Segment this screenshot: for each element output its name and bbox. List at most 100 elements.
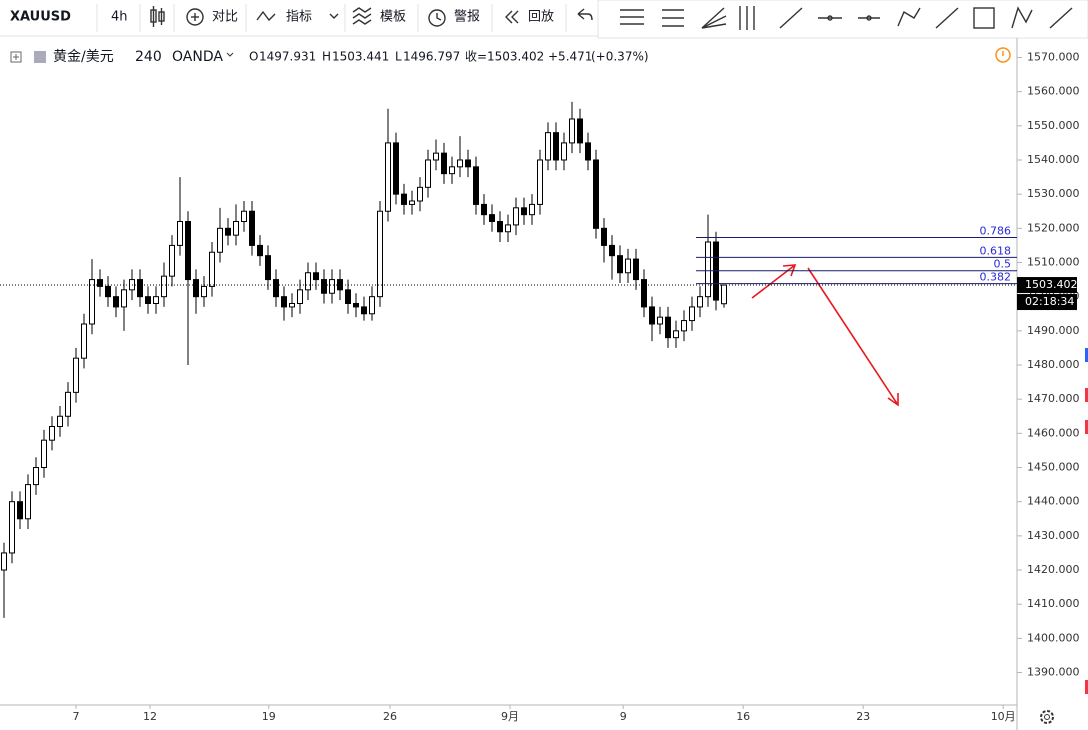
x-tick-label: 9 <box>620 710 627 723</box>
x-tick-label: 10月 <box>991 710 1016 723</box>
source-dropdown[interactable] <box>226 52 234 57</box>
y-tick-label: 1440.000 <box>1027 495 1080 508</box>
change-pct: (+0.37%) <box>591 50 649 64</box>
candle-body <box>49 426 55 441</box>
y-tick-label: 1450.000 <box>1027 461 1080 474</box>
candle-body <box>425 159 431 188</box>
templates-button[interactable]: 模板 <box>380 10 406 25</box>
y-tick-label: 1560.000 <box>1027 85 1080 98</box>
x-tick-label: 9月 <box>501 710 519 723</box>
candle-body <box>289 303 295 308</box>
x-tick-label: 26 <box>383 710 397 723</box>
change: +5.471 <box>548 50 592 64</box>
template-icon[interactable] <box>352 7 372 25</box>
candle-body <box>81 323 87 359</box>
candle-body <box>65 391 71 417</box>
fib-label: 0.786 <box>980 225 1012 238</box>
candle-body <box>41 439 47 469</box>
candle-body <box>257 244 263 257</box>
candle-body <box>673 330 679 339</box>
axis-marker <box>1085 348 1088 362</box>
l-label: L <box>395 50 402 64</box>
alert-icon[interactable] <box>428 9 446 27</box>
candle-body <box>73 357 79 393</box>
settings-icon[interactable] <box>1040 710 1054 724</box>
warning-icon[interactable] <box>995 47 1011 63</box>
candle-body <box>545 132 551 161</box>
compare-icon[interactable] <box>186 8 204 26</box>
candle-body <box>329 279 335 294</box>
axis-marker <box>1085 388 1088 402</box>
candle-body <box>569 118 575 144</box>
candle-body <box>617 255 623 274</box>
drawing-tools[interactable] <box>620 6 1073 30</box>
candle-body <box>265 255 271 281</box>
y-tick-label: 1410.000 <box>1027 597 1080 610</box>
candle-body <box>281 296 287 308</box>
candle-body <box>529 203 535 216</box>
symbol[interactable]: XAUUSD <box>10 10 71 25</box>
candle-body <box>385 142 391 212</box>
candle-body <box>177 220 183 246</box>
replay-button[interactable]: 回放 <box>528 10 554 25</box>
candle-body <box>185 220 191 281</box>
candle-body <box>297 289 303 305</box>
drawing-tools-panel <box>597 0 1088 39</box>
indicators-button[interactable]: 指标 <box>286 10 312 25</box>
c-label: 收= <box>465 50 487 64</box>
y-tick-label: 1390.000 <box>1027 666 1080 679</box>
candle-body <box>57 415 63 428</box>
y-tick-label: 1490.000 <box>1027 324 1080 337</box>
x-tick-label: 16 <box>736 710 750 723</box>
candle-body <box>313 272 319 281</box>
candle-body <box>121 289 127 308</box>
candle-body <box>193 279 199 298</box>
candle-body <box>273 279 279 298</box>
y-tick-label: 1550.000 <box>1027 119 1080 132</box>
candle-body <box>97 279 103 287</box>
y-tick-label: 1570.000 <box>1027 50 1080 63</box>
chart-type-icon[interactable] <box>150 6 165 27</box>
indicator-icon[interactable] <box>256 10 276 22</box>
candle-body <box>521 207 527 216</box>
replay-icon[interactable] <box>505 10 519 24</box>
interval-button[interactable]: 4h <box>111 10 128 25</box>
candle-body <box>465 159 471 168</box>
axis-marker <box>1085 680 1088 694</box>
x-tick-label: 12 <box>143 710 157 723</box>
candle-body <box>393 142 399 195</box>
x-tick-label: 23 <box>856 710 870 723</box>
symbol-logo <box>34 51 46 63</box>
candle-body <box>481 203 487 216</box>
candle-body <box>705 241 711 298</box>
candle-body <box>321 279 327 294</box>
alerts-button[interactable]: 警报 <box>454 9 480 25</box>
compare-button[interactable]: 对比 <box>212 10 238 25</box>
y-tick-label: 1400.000 <box>1027 631 1080 644</box>
candle-body <box>209 251 215 287</box>
candle-body <box>441 152 447 175</box>
l-value: 1496.797 <box>403 50 460 64</box>
candle-body <box>233 220 239 236</box>
undo-icon[interactable] <box>577 8 593 21</box>
candle-body <box>681 320 687 332</box>
collapse-icon[interactable] <box>10 51 22 63</box>
candle-body <box>377 210 383 298</box>
candle-body <box>505 224 511 233</box>
candle-body <box>609 244 615 257</box>
dropdown-icon[interactable] <box>329 13 339 19</box>
candle-body <box>137 279 143 298</box>
arrow-drawing[interactable] <box>751 264 899 407</box>
y-tick-label: 1520.000 <box>1027 221 1080 234</box>
candle-body <box>641 279 647 308</box>
y-tick-label: 1420.000 <box>1027 563 1080 576</box>
candle-body <box>497 220 503 233</box>
candle-body <box>601 227 607 246</box>
candle-body <box>513 207 519 226</box>
candle-body <box>361 306 367 315</box>
candle-body <box>553 132 559 161</box>
c-value: 1503.402 <box>487 50 544 64</box>
candle-body <box>89 279 95 325</box>
candle-body <box>697 296 703 308</box>
